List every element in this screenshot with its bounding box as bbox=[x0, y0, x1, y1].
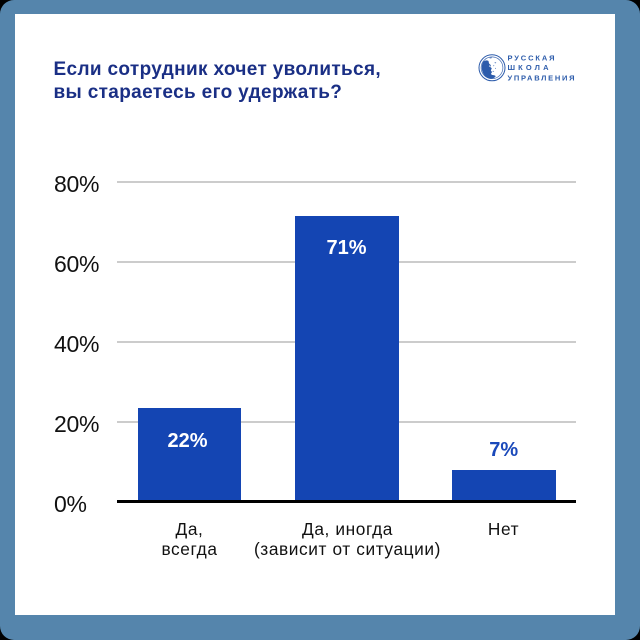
svg-text:РУССКАЯ: РУССКАЯ bbox=[508, 53, 555, 62]
svg-text:ШКОЛА: ШКОЛА bbox=[508, 63, 550, 72]
svg-text:УПРАВЛЕНИЯ: УПРАВЛЕНИЯ bbox=[508, 74, 575, 83]
